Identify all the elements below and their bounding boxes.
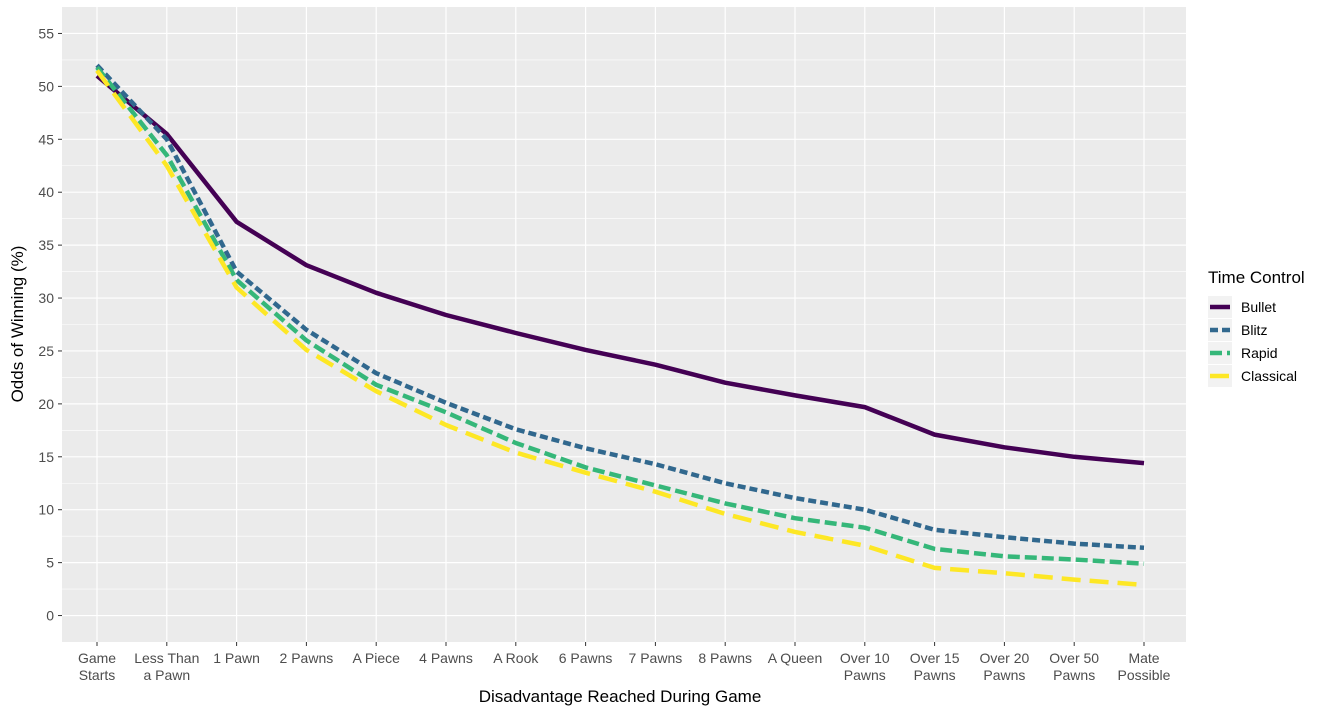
x-tick-label-line: 7 Pawns	[629, 650, 683, 666]
x-tick-label: Game Starts	[78, 650, 116, 683]
x-tick-label-line: Starts	[79, 667, 116, 683]
x-tick-label: Over 50 Pawns	[1049, 650, 1099, 683]
legend-label-blitz: Blitz	[1241, 322, 1267, 338]
legend-label-classical: Classical	[1241, 368, 1297, 384]
x-tick-label-line: Pawns	[914, 667, 956, 683]
x-tick-label: Over 10 Pawns	[840, 650, 890, 683]
x-tick-label: A Queen	[768, 650, 823, 666]
x-tick-label: 4 Pawns	[419, 650, 473, 666]
x-tick-label: Over 20 Pawns	[979, 650, 1029, 683]
x-tick-label-line: Over 20	[979, 650, 1029, 666]
x-tick-label-line: 8 Pawns	[698, 650, 752, 666]
series-line-rapid	[95, 65, 1145, 566]
series-lines	[95, 63, 1145, 588]
grid-minor	[62, 59, 1186, 590]
x-tick-label: 6 Pawns	[559, 650, 613, 666]
x-tick-label-line: 1 Pawn	[213, 650, 260, 666]
legend-title: Time Control	[1208, 268, 1305, 287]
x-tick-label: 7 Pawns	[629, 650, 683, 666]
x-tick-label: 1 Pawn	[213, 650, 260, 666]
legend-items: Bullet Blitz Rapid Classical	[1208, 296, 1297, 387]
series-line-bullet	[95, 74, 1145, 466]
y-axis-title: Odds of Winning (%)	[8, 246, 27, 403]
x-tick-label-line: a Pawn	[143, 667, 190, 683]
x-tick-label-line: 6 Pawns	[559, 650, 613, 666]
x-tick-label: 2 Pawns	[280, 650, 334, 666]
x-axis: Game Starts Less Than a Pawn 1 Pawn 2 Pawns A …	[78, 642, 1171, 683]
y-axis: 0 5 10 15 20 25 30 35 40 45 50 55	[38, 25, 62, 624]
legend-key-bg	[1208, 319, 1232, 341]
legend-label-bullet: Bullet	[1241, 299, 1276, 315]
grid-major	[62, 7, 1186, 642]
x-tick-label-line: Pawns	[1053, 667, 1095, 683]
x-tick-label: Over 15 Pawns	[910, 650, 960, 683]
x-tick-label: A Rook	[493, 650, 539, 666]
x-tick-label-line: Game	[78, 650, 116, 666]
x-tick-label-line: Mate	[1128, 650, 1159, 666]
y-tick-label: 45	[38, 131, 54, 147]
y-tick-label: 25	[38, 343, 54, 359]
x-tick-label-line: Over 15	[910, 650, 960, 666]
x-tick-label: A Piece	[352, 650, 400, 666]
x-tick-label-line: Over 10	[840, 650, 890, 666]
x-tick-label-line: Pawns	[844, 667, 886, 683]
legend: Time Control Bullet Blitz Rapid Classical	[1208, 268, 1305, 387]
y-tick-label: 15	[38, 449, 54, 465]
x-tick-label-line: A Queen	[768, 650, 823, 666]
y-tick-label: 0	[46, 608, 54, 624]
x-tick-label-line: A Piece	[352, 650, 400, 666]
x-tick-label: Less Than a Pawn	[134, 650, 199, 683]
y-tick-label: 55	[38, 25, 54, 41]
y-tick-label: 40	[38, 184, 54, 200]
x-tick-label-line: 2 Pawns	[280, 650, 334, 666]
x-tick-label-line: Possible	[1118, 667, 1171, 683]
x-axis-title: Disadvantage Reached During Game	[479, 687, 762, 706]
y-tick-label: 20	[38, 396, 54, 412]
y-tick-label: 10	[38, 502, 54, 518]
y-tick-label: 50	[38, 78, 54, 94]
y-tick-label: 35	[38, 237, 54, 253]
y-tick-label: 5	[46, 555, 54, 571]
x-tick-label-line: 4 Pawns	[419, 650, 473, 666]
x-tick-label: 8 Pawns	[698, 650, 752, 666]
x-tick-label: Mate Possible	[1118, 650, 1171, 683]
x-tick-label-line: A Rook	[493, 650, 539, 666]
y-tick-label: 30	[38, 290, 54, 306]
x-tick-label-line: Less Than	[134, 650, 199, 666]
x-tick-label-line: Pawns	[983, 667, 1025, 683]
legend-label-rapid: Rapid	[1241, 345, 1278, 361]
x-tick-label-line: Over 50	[1049, 650, 1099, 666]
